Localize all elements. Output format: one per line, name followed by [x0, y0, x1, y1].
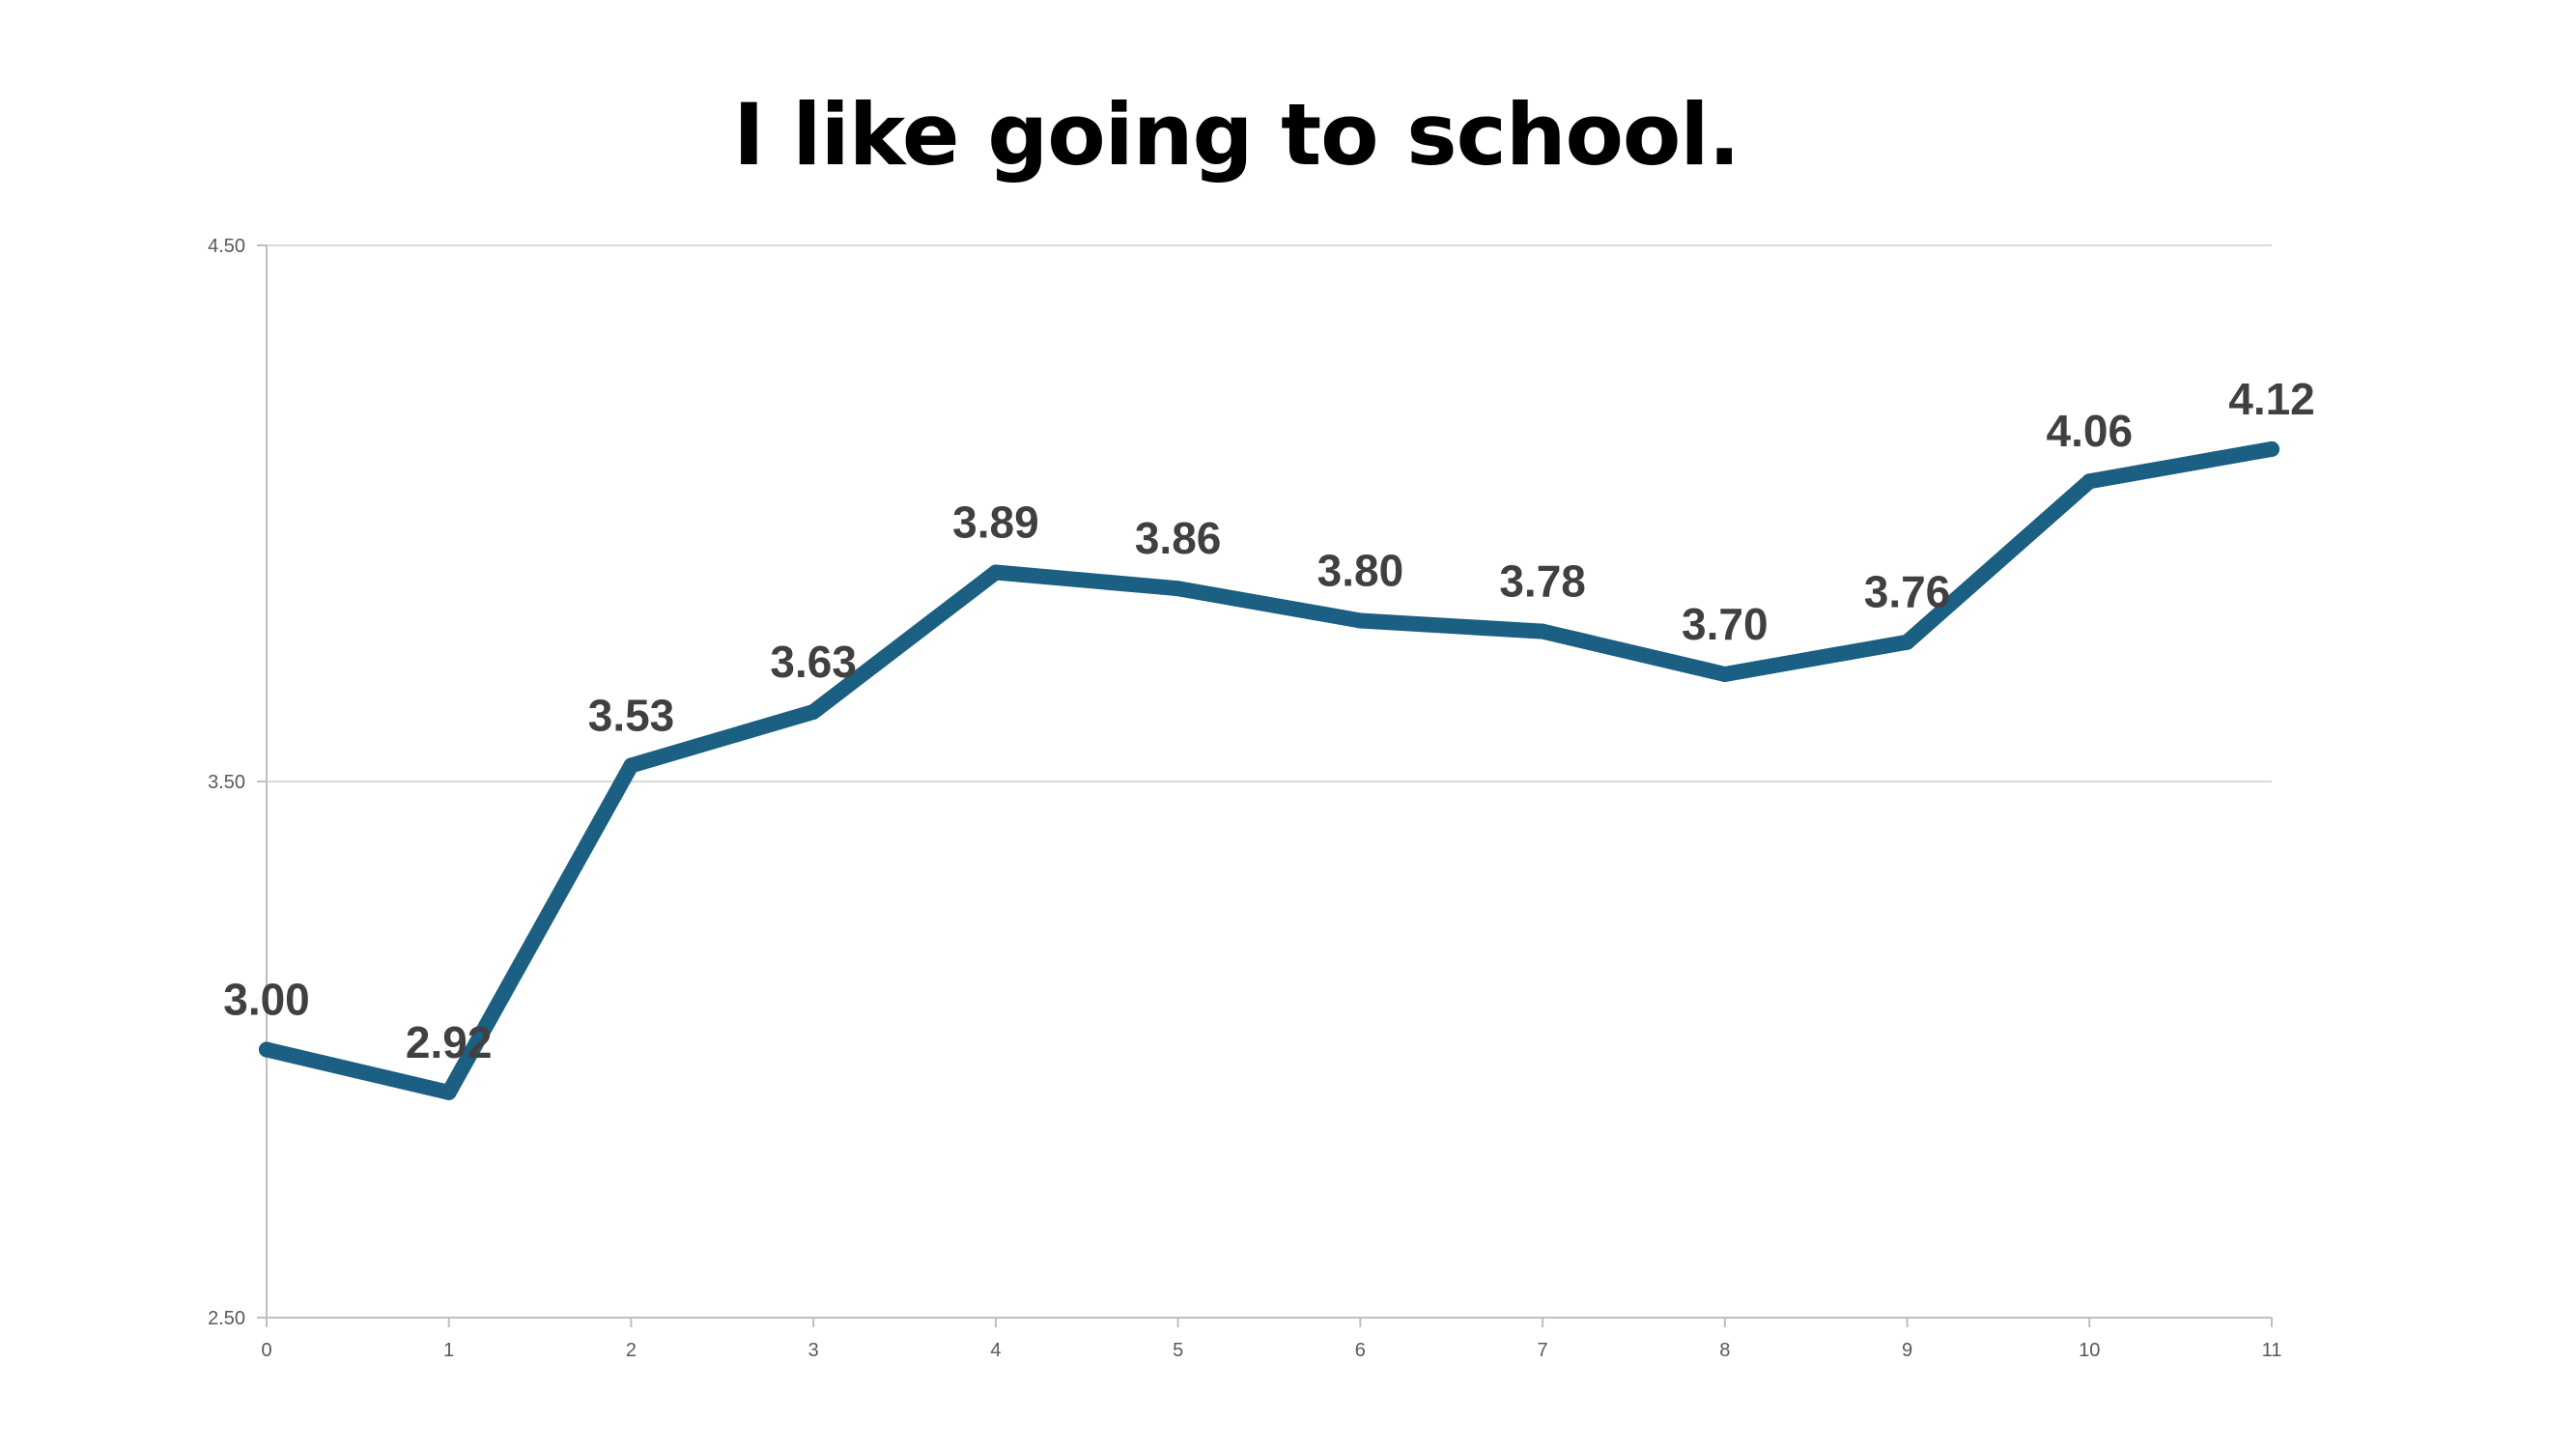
x-tick-label: 2	[626, 1340, 637, 1361]
y-tick-label: 3.50	[208, 772, 245, 793]
data-label: 4.06	[2047, 406, 2134, 456]
x-tick-label: 10	[2079, 1340, 2100, 1361]
data-point	[2081, 473, 2098, 490]
data-point	[1535, 623, 1551, 639]
x-tick-label: 4	[990, 1340, 1001, 1361]
data-point	[2264, 440, 2279, 457]
data-label: 3.86	[1135, 513, 1222, 563]
x-tick-label: 1	[443, 1340, 454, 1361]
gridlines	[267, 244, 2272, 782]
data-point	[806, 703, 822, 720]
data-label: 3.89	[952, 497, 1039, 548]
x-tick-label: 8	[1719, 1340, 1730, 1361]
data-label: 3.63	[770, 637, 857, 687]
data-point	[440, 1084, 457, 1100]
data-labels: 3.00 2.92 3.53 3.63 3.89 3.86 3.80 3.78 3.70 3.76…	[223, 374, 2315, 1067]
data-label: 2.92	[406, 1017, 493, 1067]
y-tick-label: 2.50	[208, 1308, 245, 1329]
x-tick-label: 0	[261, 1340, 271, 1361]
axes	[257, 244, 2273, 1327]
data-point	[1352, 612, 1369, 629]
chart-title: I like going to school.	[733, 85, 1741, 185]
x-tick-label: 6	[1355, 1340, 1366, 1361]
data-point	[1716, 667, 1733, 682]
x-tick-label: 5	[1173, 1340, 1183, 1361]
data-point	[987, 564, 1004, 581]
data-point	[259, 1041, 274, 1058]
series-line	[259, 440, 2279, 1100]
x-tick-labels: 0 1 2 3 4 5 6 7 8 9 10 11	[261, 1340, 2281, 1361]
series-polyline	[259, 440, 2279, 1100]
data-label: 3.00	[223, 975, 310, 1025]
data-label: 3.80	[1317, 546, 1404, 596]
data-label: 3.78	[1499, 556, 1586, 607]
data-label: 3.70	[1682, 599, 1769, 649]
data-point	[1170, 581, 1186, 597]
y-tick-labels: 2.50 3.50 4.50	[208, 236, 245, 1329]
x-tick-label: 9	[1902, 1340, 1912, 1361]
data-label: 3.76	[1864, 567, 1951, 617]
x-tick-label: 7	[1538, 1340, 1548, 1361]
x-tick-label: 3	[808, 1340, 819, 1361]
data-label: 3.53	[588, 690, 675, 740]
x-tick-label: 11	[2262, 1340, 2282, 1361]
data-point	[1899, 634, 1915, 650]
y-tick-label: 4.50	[208, 236, 245, 257]
data-point	[623, 757, 639, 774]
data-label: 4.12	[2228, 374, 2315, 424]
